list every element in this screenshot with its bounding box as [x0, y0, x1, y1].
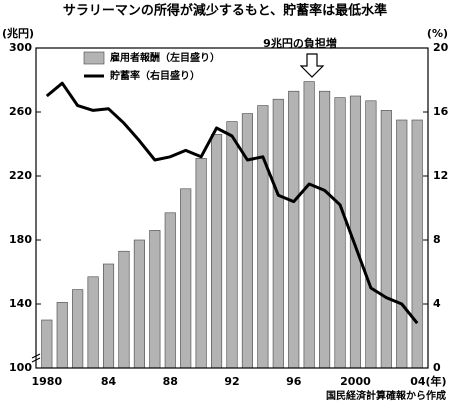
y-tick-label: 220: [9, 169, 32, 182]
bar: [211, 134, 223, 369]
bar: [319, 90, 331, 369]
bar: [411, 119, 423, 369]
legend-label: 貯蓄率（右目盛り）: [110, 69, 200, 82]
bar: [180, 188, 192, 369]
bar: [72, 289, 84, 369]
legend-swatch: [83, 51, 105, 65]
y-tick-label: 260: [9, 105, 32, 118]
y-tick-label: 300: [9, 41, 32, 54]
bar: [195, 158, 207, 369]
y2-axis-label: (%): [427, 27, 448, 40]
annotation-arrow: [299, 53, 325, 78]
bar: [87, 276, 99, 369]
bar: [41, 319, 53, 369]
bar: [288, 90, 300, 369]
y2-tick-label: 0: [433, 361, 441, 374]
x-tick-label: 96: [286, 375, 302, 388]
bar: [334, 97, 346, 369]
bar: [133, 239, 145, 369]
legend-label: 雇用者報酬（左目盛り）: [110, 51, 220, 64]
bar: [380, 110, 392, 369]
chart-title: サラリーマンの所得が減少するもと、貯蓄率は最低水準: [63, 3, 387, 19]
bar: [257, 105, 269, 369]
line: [45, 81, 419, 325]
annotation: 9兆円の負担増: [263, 36, 337, 50]
axis-break: [31, 353, 41, 363]
source-note: 国民経済計算確報から作成: [326, 389, 446, 402]
y2-tick-label: 20: [433, 41, 449, 54]
plot-frame: [35, 47, 429, 369]
y-tick-label: 180: [9, 233, 32, 246]
y-tick-label: 100: [9, 361, 32, 374]
x-tick-label: 92: [224, 375, 239, 388]
y2-tick-label: 4: [433, 297, 441, 310]
bar: [272, 98, 284, 369]
x-tick-label: 88: [163, 375, 178, 388]
x-tick-label: 04(年): [410, 374, 446, 388]
bar: [349, 95, 362, 369]
bar: [396, 119, 408, 369]
bar: [226, 121, 238, 369]
x-tick-label: 2000: [340, 375, 371, 388]
bar: [303, 81, 315, 369]
x-tick-label: 1980: [31, 375, 62, 388]
bar: [164, 212, 176, 369]
x-tick-label: 84: [101, 375, 117, 388]
y-axis-label: (兆円): [2, 26, 34, 40]
y2-tick-label: 8: [433, 233, 441, 246]
bar: [56, 302, 68, 369]
y2-tick-label: 12: [433, 169, 448, 182]
bar: [149, 230, 161, 369]
y2-tick-label: 16: [433, 105, 449, 118]
bar: [365, 100, 377, 369]
bar: [118, 250, 130, 369]
bar: [102, 263, 115, 369]
y-tick-label: 140: [9, 297, 32, 310]
